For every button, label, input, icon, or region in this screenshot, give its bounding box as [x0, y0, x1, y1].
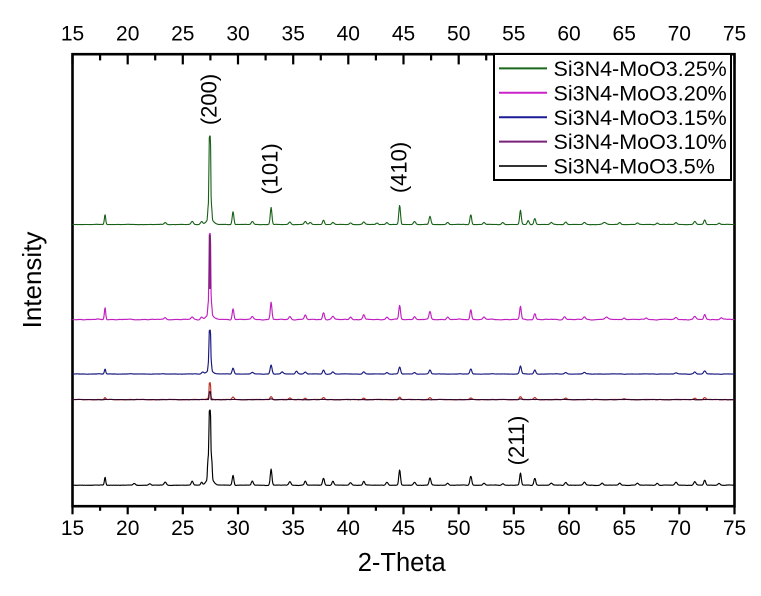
svg-text:55: 55 [502, 23, 525, 46]
svg-text:30: 30 [226, 23, 249, 46]
svg-text:35: 35 [282, 23, 305, 46]
svg-text:Si3N4-MoO3.15%: Si3N4-MoO3.15% [554, 106, 727, 130]
svg-text:45: 45 [392, 23, 415, 46]
svg-text:Si3N4-MoO3.5%: Si3N4-MoO3.5% [554, 155, 715, 179]
svg-text:20: 20 [116, 23, 139, 46]
svg-text:(200): (200) [197, 74, 222, 125]
svg-text:60: 60 [557, 517, 580, 540]
svg-text:60: 60 [557, 23, 580, 46]
svg-text:40: 40 [337, 517, 360, 540]
svg-text:15: 15 [61, 517, 84, 540]
svg-text:35: 35 [282, 517, 305, 540]
svg-text:25: 25 [171, 23, 194, 46]
svg-text:70: 70 [668, 23, 691, 46]
svg-text:55: 55 [502, 517, 525, 540]
svg-text:75: 75 [723, 23, 746, 46]
svg-text:Si3N4-MoO3.25%: Si3N4-MoO3.25% [554, 57, 727, 81]
svg-text:2-Theta: 2-Theta [358, 549, 447, 577]
svg-text:45: 45 [392, 517, 415, 540]
svg-text:Si3N4-MoO3.10%: Si3N4-MoO3.10% [554, 130, 727, 154]
svg-text:30: 30 [226, 517, 249, 540]
svg-text:Intensity: Intensity [17, 232, 47, 329]
svg-text:70: 70 [668, 517, 691, 540]
svg-text:75: 75 [723, 517, 746, 540]
svg-text:(410): (410) [386, 142, 411, 193]
svg-text:20: 20 [116, 517, 139, 540]
svg-text:40: 40 [337, 23, 360, 46]
svg-text:(101): (101) [257, 143, 282, 194]
svg-text:25: 25 [171, 517, 194, 540]
svg-text:Si3N4-MoO3.20%: Si3N4-MoO3.20% [554, 81, 727, 105]
svg-text:15: 15 [61, 23, 84, 46]
svg-text:65: 65 [613, 517, 636, 540]
svg-text:65: 65 [613, 23, 636, 46]
svg-text:(211): (211) [504, 416, 529, 466]
svg-text:50: 50 [447, 23, 470, 46]
svg-text:50: 50 [447, 517, 470, 540]
